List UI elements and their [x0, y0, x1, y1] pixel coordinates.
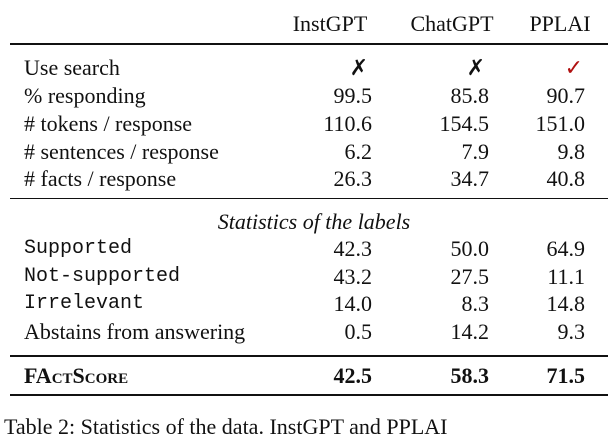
row-label: FActScore: [24, 363, 129, 388]
cell: 151.0: [535, 111, 586, 136]
cell: 154.5: [439, 111, 490, 136]
cell: 99.5: [333, 83, 373, 108]
column-header: InstGPT: [292, 11, 368, 36]
section-header: Statistics of the labels: [217, 209, 411, 234]
cell: 50.0: [450, 236, 490, 261]
row-label: Supported: [24, 237, 133, 260]
score-cell: 58.3: [450, 363, 490, 388]
cell: 40.8: [546, 166, 586, 191]
score-cell: 42.5: [333, 363, 373, 388]
caption: Table 2: Statistics of the data. InstGPT…: [4, 414, 448, 434]
cell: 90.7: [546, 83, 586, 108]
row-label: Irrelevant: [24, 292, 145, 315]
row-label: Not-supported: [24, 265, 181, 288]
mid-rule: [10, 198, 608, 199]
cell: 85.8: [450, 83, 490, 108]
cell: 11.1: [547, 264, 585, 289]
cell: 7.9: [461, 139, 490, 164]
row-label: Abstains from answering: [24, 319, 246, 344]
cell: 8.3: [461, 291, 490, 316]
cell: 64.9: [546, 236, 586, 261]
row-label: Use search: [24, 55, 120, 80]
bottom-rule: [10, 394, 608, 396]
cell: 27.5: [450, 264, 490, 289]
column-header: PPLAI: [529, 11, 591, 36]
score-rule: [10, 355, 608, 357]
row-label: # tokens / response: [24, 111, 193, 136]
cell: 14.2: [450, 319, 490, 344]
cell: ✗: [349, 55, 368, 80]
cell: 43.2: [333, 264, 373, 289]
top-rule: [10, 43, 608, 45]
cell: ✗: [466, 55, 485, 80]
row-label: # sentences / response: [24, 139, 219, 164]
cell: 26.3: [333, 166, 373, 191]
row-label: # facts / response: [24, 166, 177, 191]
cell: 9.3: [557, 319, 586, 344]
score-cell: 71.5: [546, 363, 586, 388]
cell: 42.3: [333, 236, 373, 261]
column-header: ChatGPT: [410, 11, 494, 36]
cell: 110.6: [323, 111, 372, 136]
cell: 6.2: [344, 139, 373, 164]
cell: 34.7: [450, 166, 490, 191]
row-label: % responding: [24, 83, 146, 108]
cell: ✓: [564, 55, 583, 80]
cell: 14.8: [546, 291, 586, 316]
cell: 14.0: [333, 291, 373, 316]
cell: 9.8: [557, 139, 586, 164]
cell: 0.5: [344, 319, 373, 344]
